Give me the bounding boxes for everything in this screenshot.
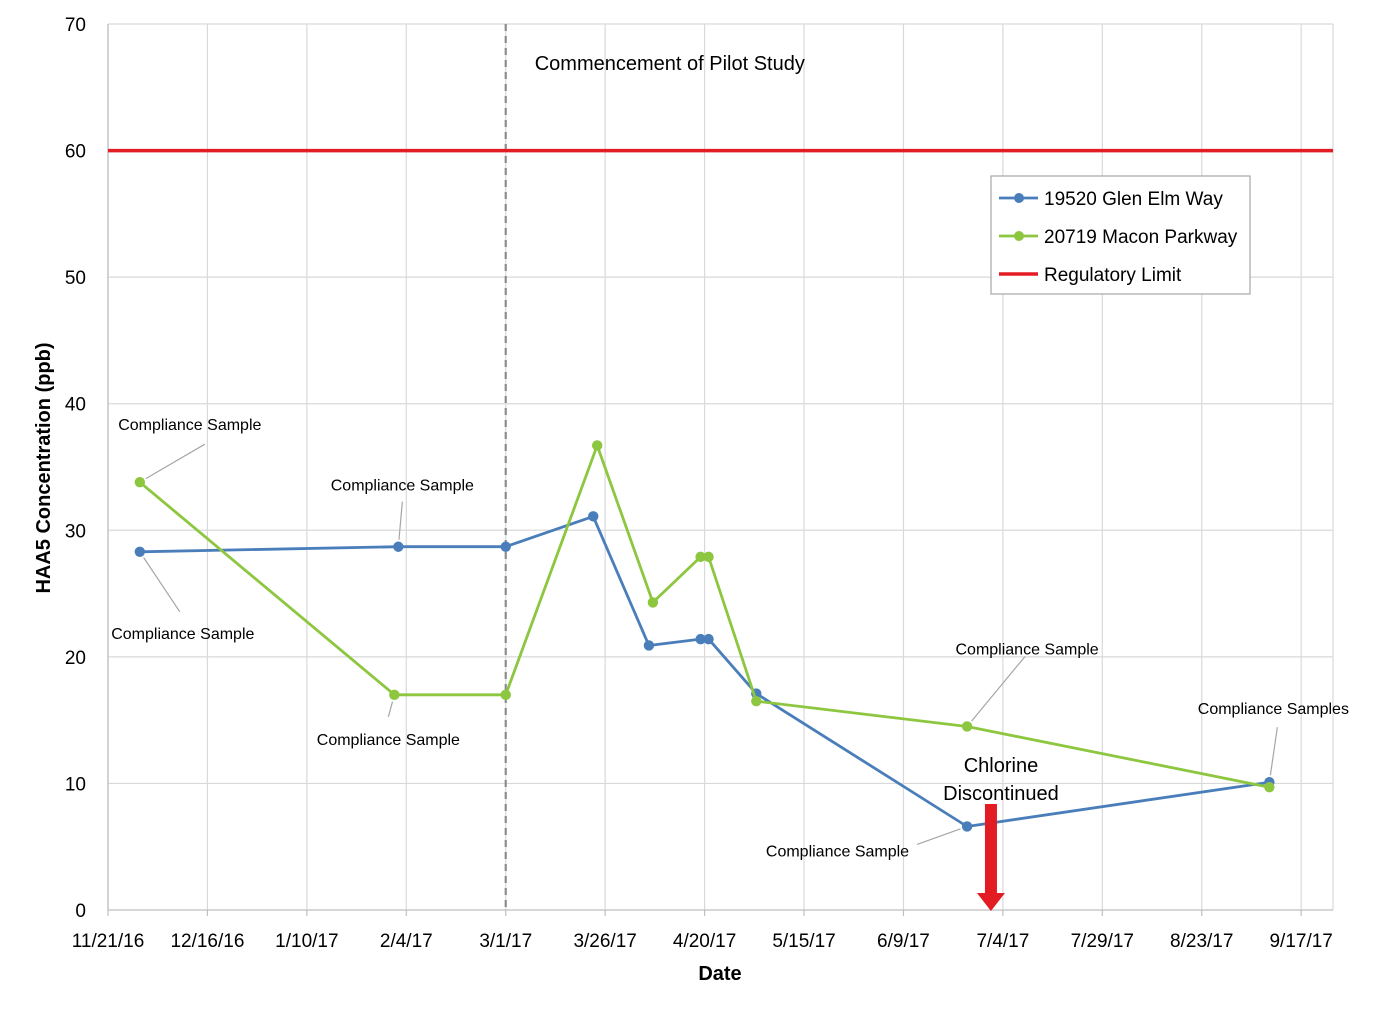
event-label-line: Chlorine (964, 755, 1038, 777)
pilot-study-marker: Commencement of Pilot Study (504, 24, 805, 910)
legend-swatch-marker (1014, 231, 1024, 241)
data-point (500, 541, 511, 552)
annotation-leader (387, 701, 394, 717)
chlorine-event: Chlorine Discontinued (943, 755, 1059, 911)
x-tick-label: 12/16/16 (170, 931, 244, 952)
x-axis-title: Date (698, 963, 741, 985)
pilot-study-label: Commencement of Pilot Study (535, 53, 805, 75)
annotation-label: Compliance Sample (317, 732, 460, 749)
data-point (500, 689, 511, 701)
legend-swatch-marker (1014, 193, 1024, 203)
x-tick-label: 8/23/17 (1170, 931, 1233, 952)
series-0 (134, 511, 1275, 832)
data-point (1264, 782, 1275, 793)
y-tick-label: 20 (65, 648, 86, 669)
data-point (703, 551, 714, 563)
data-point (695, 551, 706, 563)
event-arrow-head (976, 893, 1005, 911)
data-point (961, 721, 973, 732)
x-tick-label: 1/10/17 (275, 931, 338, 952)
annotation-label: Compliance Sample (118, 417, 261, 434)
legend-label: Regulatory Limit (1044, 265, 1182, 286)
x-tick-label: 3/1/17 (479, 931, 532, 952)
legend-entry: Regulatory Limit (999, 265, 1182, 286)
annotation-label: Compliance Sample (955, 641, 1098, 658)
annotation-leader (143, 557, 181, 613)
legend-label: 19520 Glen Elm Way (1044, 189, 1223, 210)
y-tick-label: 70 (65, 15, 86, 36)
annotation-label: Compliance Sample (766, 843, 909, 860)
x-tick-label: 5/15/17 (772, 931, 835, 952)
x-tick-label: 6/9/17 (877, 931, 930, 952)
data-point (751, 695, 762, 707)
data-point (588, 511, 599, 522)
y-tick-label: 0 (75, 901, 86, 922)
annotation-leader (145, 443, 206, 480)
data-point (134, 546, 146, 558)
annotation-leader (398, 501, 403, 540)
x-tick-label: 9/17/17 (1269, 931, 1332, 952)
legend-label: 20719 Macon Parkway (1044, 227, 1238, 248)
series-line (139, 515, 1270, 828)
x-tick-label: 3/26/17 (573, 931, 636, 952)
y-tick-label: 50 (65, 268, 86, 289)
annotation-label: Compliance Sample (331, 478, 474, 495)
data-point (134, 476, 146, 488)
legend: 19520 Glen Elm Way 20719 Macon Parkway Reg… (990, 175, 1251, 295)
data-point (695, 633, 706, 645)
legend-entry: 19520 Glen Elm Way (999, 189, 1223, 210)
data-point (961, 821, 973, 832)
series-line (138, 444, 1270, 789)
series-1 (134, 440, 1275, 793)
data-point (393, 541, 404, 552)
y-tick-label: 40 (65, 395, 86, 416)
data-point (703, 633, 714, 645)
annotation-label: Compliance Samples (1198, 701, 1349, 718)
annotations: Compliance Sample Compliance Sample Compli… (111, 417, 1349, 860)
series (134, 440, 1275, 832)
annotation-leader (971, 656, 1026, 722)
data-point (592, 440, 603, 451)
data-point (647, 597, 659, 608)
y-tick-label: 60 (65, 142, 86, 163)
y-tick-label: 30 (65, 521, 86, 542)
y-axis-title: HAA5 Concentration (ppb) (33, 342, 55, 593)
axes: 0 10 20 30 40 50 60 70 11/21/16 12/16/16 1/10/17 2/… (65, 15, 1333, 952)
x-tick-label: 7/29/17 (1071, 931, 1134, 952)
annotation-leader (916, 828, 961, 846)
legend-entry: 20719 Macon Parkway (999, 227, 1238, 248)
x-tick-label: 2/4/17 (380, 931, 433, 952)
x-tick-label: 7/4/17 (976, 931, 1029, 952)
y-tick-label: 10 (65, 774, 86, 795)
x-tick-label: 11/21/16 (72, 931, 145, 952)
event-label-line: Discontinued (943, 783, 1059, 805)
annotation-label: Compliance Sample (111, 626, 254, 643)
annotation-leader (1269, 727, 1278, 776)
x-tick-label: 4/20/17 (673, 931, 736, 952)
data-point (643, 640, 655, 651)
data-point (389, 689, 400, 701)
event-arrow-shaft (984, 804, 997, 893)
